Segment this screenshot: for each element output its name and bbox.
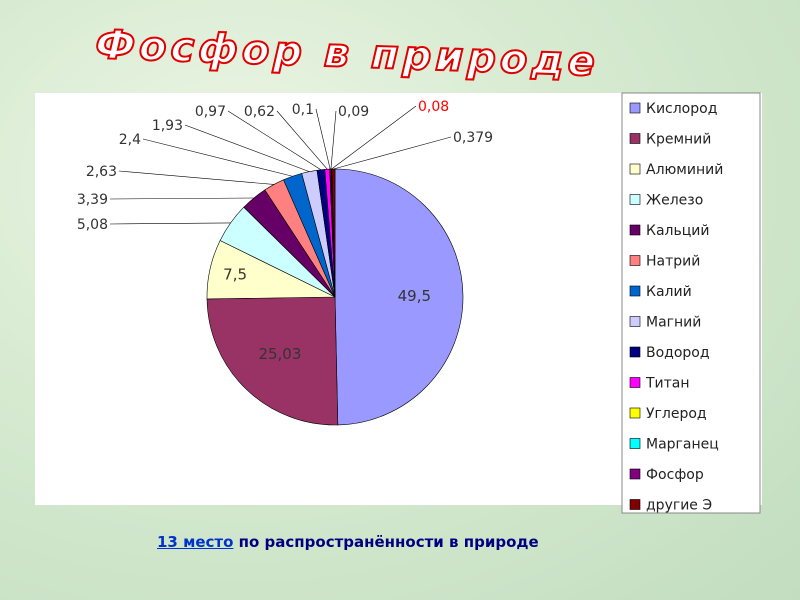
data-label: 49,5 — [398, 287, 431, 305]
leader-line — [142, 138, 293, 177]
legend-swatch — [629, 255, 641, 266]
legend-swatch — [629, 285, 641, 297]
data-label: 7,5 — [223, 266, 247, 284]
leader-line — [315, 108, 331, 170]
legend-swatch — [629, 468, 641, 480]
legend-swatch — [629, 438, 641, 449]
legend-swatch — [629, 163, 641, 175]
pie-slice — [331, 168, 336, 298]
legend-label: Кремний — [646, 132, 711, 148]
data-label: 0,379 — [453, 130, 493, 146]
data-label: 0,1 — [292, 102, 314, 118]
footer-text: по распространённости в природе — [238, 533, 539, 551]
data-label: 0,08 — [418, 99, 449, 115]
leader-line — [333, 136, 452, 170]
legend-label: Магний — [646, 315, 701, 331]
legend-label: Кислород — [646, 101, 717, 117]
leader-line — [184, 124, 310, 172]
data-label: 2,63 — [86, 164, 117, 180]
pie-slice — [206, 296, 339, 426]
legend: Кислород Кремний Алюминий Железо Кальций Натр… — [629, 101, 723, 514]
legend-label: Алюминий — [646, 162, 723, 178]
data-label: 0,62 — [244, 104, 275, 120]
data-label: 0,97 — [195, 104, 226, 120]
legend-swatch — [629, 133, 641, 144]
legend-swatch — [629, 316, 641, 327]
legend-swatch — [629, 407, 641, 419]
leader-line — [118, 170, 275, 185]
legend-label: Углерод — [646, 406, 707, 422]
data-label: 25,03 — [258, 345, 301, 363]
footer: 13 место по распространённости в природе — [157, 533, 539, 551]
legend-swatch — [629, 377, 641, 388]
data-label: 5,08 — [77, 217, 108, 233]
legend-label: Натрий — [646, 254, 700, 270]
legend-label: другие Э — [646, 498, 712, 514]
data-label: 3,39 — [77, 192, 108, 208]
pie-slice — [334, 168, 464, 426]
data-label: 1,93 — [152, 118, 183, 134]
footer-link[interactable]: 13 место — [157, 533, 234, 551]
slide-title: Фосфор в природе — [95, 22, 600, 86]
legend-swatch — [629, 346, 641, 358]
legend-label: Титан — [645, 376, 690, 392]
leader-line — [109, 222, 231, 225]
data-label: 2,4 — [119, 132, 141, 148]
legend-label: Кальций — [646, 223, 709, 239]
leader-line — [331, 105, 417, 170]
leader-line — [227, 110, 322, 171]
leader-line — [276, 110, 328, 170]
legend-label: Марганец — [646, 437, 719, 453]
legend-box — [621, 92, 761, 514]
legend-swatch — [629, 194, 641, 205]
legend-swatch — [629, 499, 641, 510]
data-label: 0,09 — [338, 104, 369, 120]
legend-swatch — [629, 224, 641, 236]
leader-line — [109, 197, 254, 200]
leader-line — [330, 110, 337, 170]
legend-swatch — [629, 102, 641, 114]
legend-label: Фосфор — [646, 467, 704, 483]
legend-label: Водород — [646, 345, 710, 361]
legend-label: Железо — [646, 193, 703, 209]
legend-label: Калий — [646, 284, 692, 300]
